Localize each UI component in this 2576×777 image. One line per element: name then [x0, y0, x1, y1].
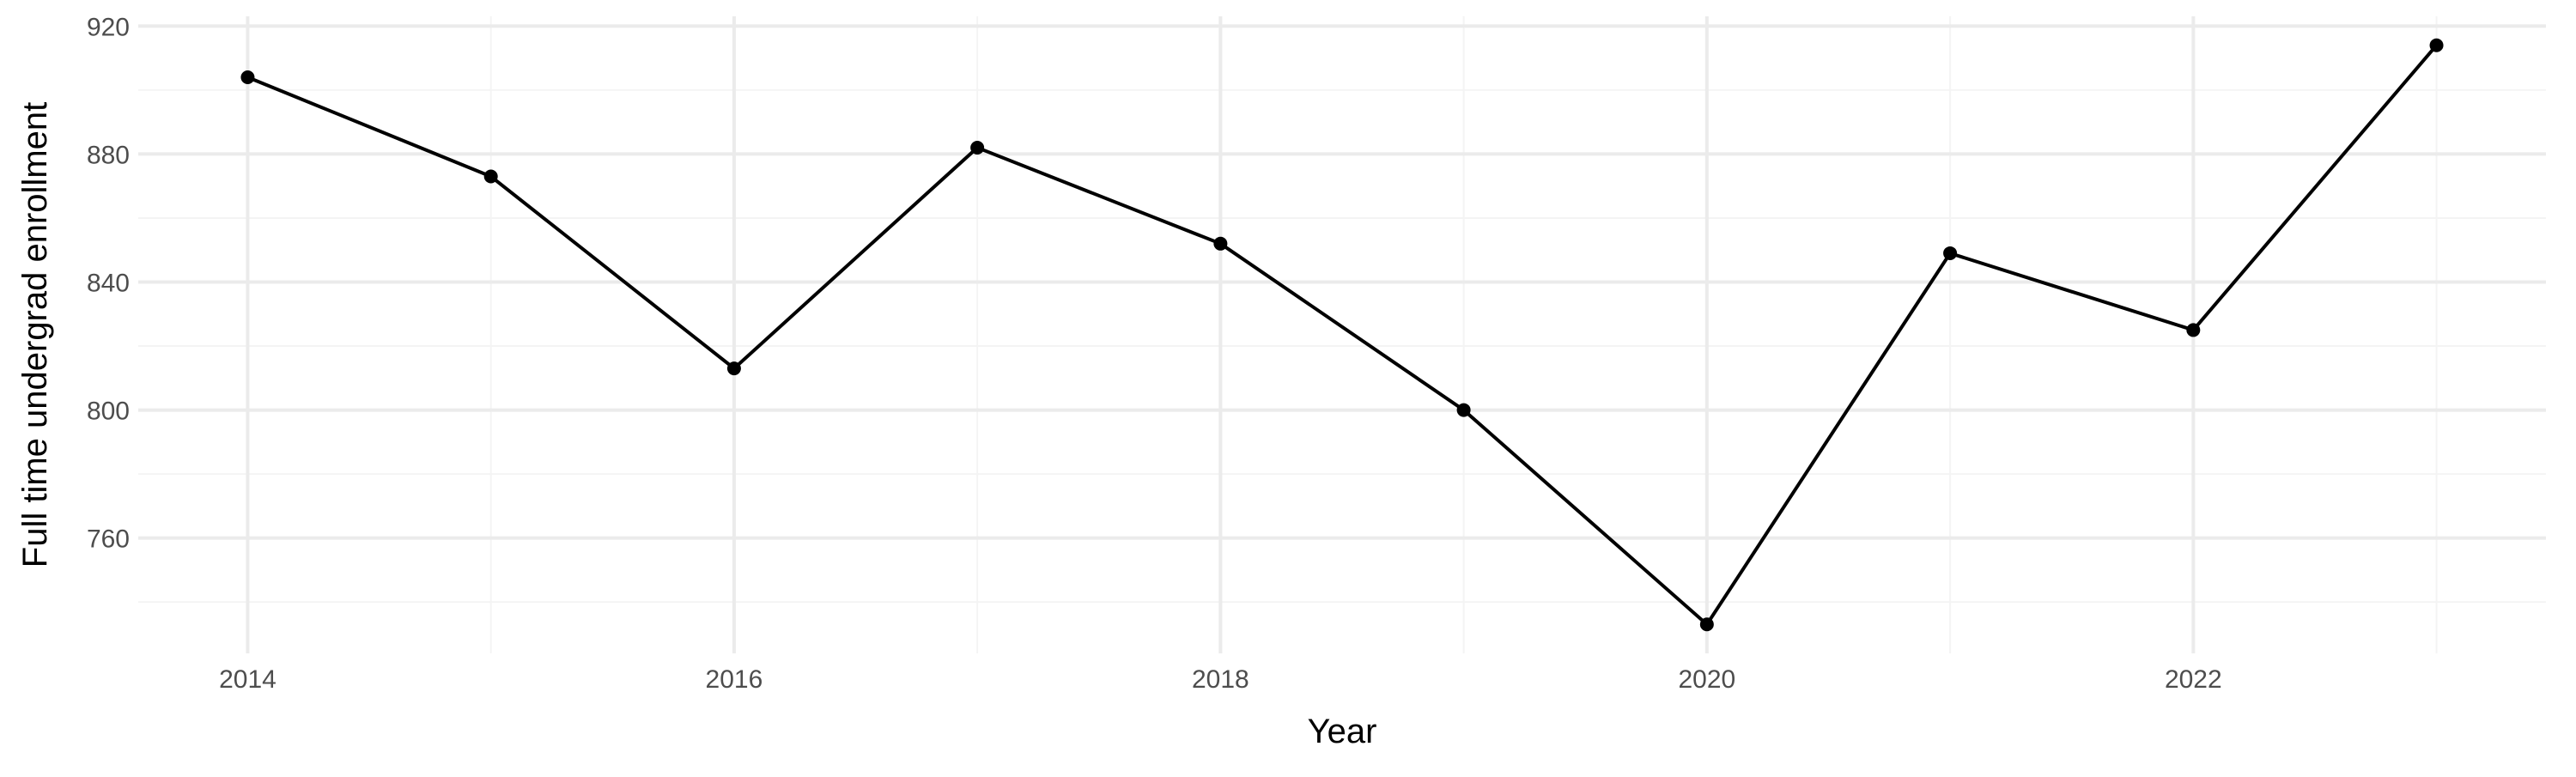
y-axis-ticks: 760 800 840 880 920 — [87, 13, 130, 553]
y-tick-label: 760 — [87, 525, 130, 554]
x-tick-label: 2016 — [706, 665, 763, 694]
data-point — [970, 140, 985, 155]
data-point — [2186, 323, 2201, 337]
data-point — [726, 361, 741, 376]
data-point — [2429, 38, 2444, 52]
y-axis-label: Full time undergrad enrollment — [16, 102, 54, 568]
series — [240, 38, 2444, 632]
x-tick-label: 2020 — [1678, 665, 1735, 694]
data-point — [1943, 246, 1958, 260]
y-tick-label: 840 — [87, 270, 130, 298]
x-tick-label: 2018 — [1192, 665, 1249, 694]
data-point — [1213, 236, 1228, 251]
data-point — [240, 70, 255, 84]
x-axis-label: Year — [1308, 713, 1377, 750]
y-tick-label: 920 — [87, 13, 130, 41]
x-tick-label: 2022 — [2165, 665, 2222, 694]
x-tick-label: 2014 — [219, 665, 276, 694]
y-tick-label: 880 — [87, 141, 130, 169]
data-point — [1699, 617, 1714, 632]
grid — [138, 16, 2546, 653]
data-point — [1456, 403, 1471, 417]
series-line — [246, 44, 2439, 628]
data-point — [483, 169, 498, 184]
y-tick-label: 800 — [87, 398, 130, 426]
x-axis-ticks: 2014 2016 2018 2020 2022 — [219, 665, 2222, 694]
